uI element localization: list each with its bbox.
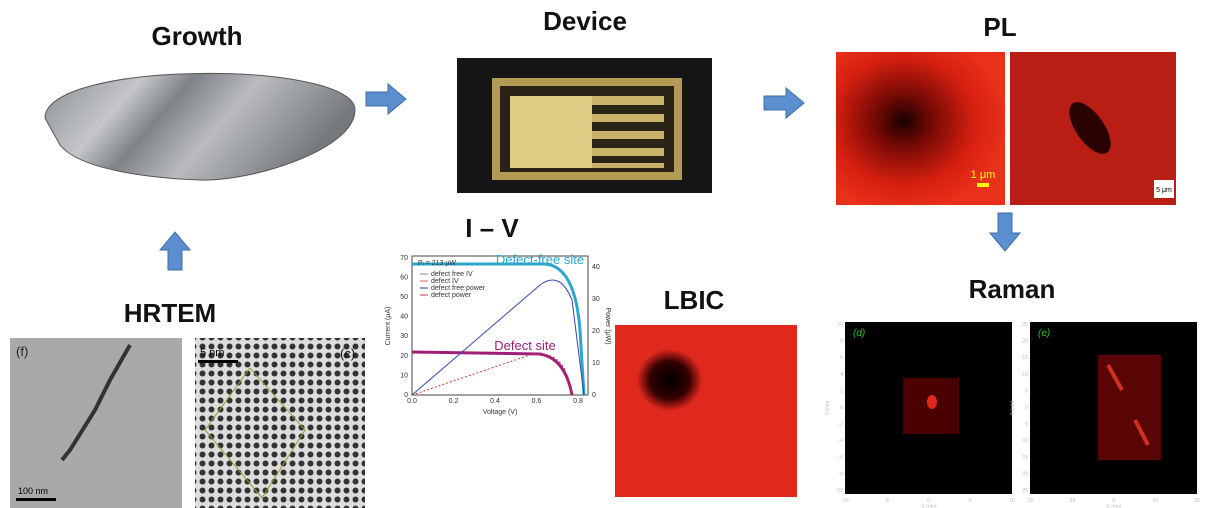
x-tick-label: 20 [1194, 498, 1200, 504]
y-tick-label: 15 [1022, 455, 1028, 461]
x-tick-label: 0.4 [490, 398, 500, 405]
annotation: Defect site [494, 338, 555, 353]
panel-label: (f) [16, 344, 28, 359]
x-tick-label: 0.8 [573, 398, 583, 405]
y-tick-label: -20 [1021, 339, 1028, 345]
x-tick-label: -10 [841, 498, 848, 504]
x-tick-label: -5 [885, 498, 890, 504]
section-title: LBIC [664, 285, 725, 315]
y-tick-label: 20 [1022, 471, 1028, 477]
y-tick-label: 60 [400, 274, 408, 281]
scale-bar [198, 360, 238, 363]
wafer [45, 73, 355, 180]
y-tick-label: -2 [839, 422, 844, 428]
tem-image [10, 338, 182, 508]
y-tick-label: 50 [400, 294, 408, 301]
x-axis-label: X (nm) [1107, 504, 1122, 508]
x-tick-label: 10 [1152, 498, 1158, 504]
panel-label: (c) [340, 346, 355, 361]
power-note: Pᵢ = 213 μW [418, 260, 456, 267]
scale-bar [977, 183, 989, 187]
y-tick-label: -10 [836, 488, 843, 494]
scale-label: 5 μm [1156, 187, 1172, 194]
legend-entry: defect power [431, 292, 472, 299]
y-tick-label: 70 [400, 255, 408, 262]
y2-tick-label: 40 [592, 264, 600, 271]
y-tick-label: 8 [840, 339, 843, 345]
scale-label: 5 nm [200, 347, 224, 359]
y-tick-label: -10 [1021, 372, 1028, 378]
y-tick-label: 4 [840, 372, 843, 378]
legend-entry: defect free power [431, 285, 486, 292]
y-tick-label: 10 [400, 372, 408, 379]
section-title: PL [983, 12, 1016, 42]
x-tick-label: 5 [969, 498, 972, 504]
x-tick-label: -20 [1026, 498, 1033, 504]
y-axis-label: Current (μA) [385, 307, 392, 346]
tem-image [195, 338, 365, 508]
annotation: Defect-free site [496, 252, 584, 267]
device-pad [510, 96, 592, 168]
x-tick-label: 0.6 [532, 398, 542, 405]
y2-tick-label: 10 [592, 360, 600, 367]
x-axis-label: Voltage (V) [483, 409, 518, 416]
legend-entry: defect free IV [431, 271, 473, 278]
y-tick-label: 6 [840, 355, 843, 361]
y-axis-label: Y (nm) [825, 400, 831, 415]
x-tick-label: 0.2 [449, 398, 459, 405]
panel-label: (e) [1038, 328, 1050, 339]
y-tick-label: 10 [837, 322, 843, 328]
x-tick-label: 0.0 [407, 398, 417, 405]
y-tick-label: -6 [839, 455, 844, 461]
y-tick-label: 5 [1025, 422, 1028, 428]
y2-axis-label: Power (μW) [604, 307, 611, 344]
raman-spot [927, 395, 937, 409]
y2-tick-label: 30 [592, 296, 600, 303]
scale-bar [16, 498, 56, 501]
y-tick-label: 20 [400, 353, 408, 360]
y-axis-label: Y (nm) [1010, 400, 1016, 415]
y-tick-label: -4 [839, 438, 844, 444]
panel-label: (d) [853, 328, 865, 339]
arrow [160, 232, 190, 270]
y-tick-label: -15 [1021, 355, 1028, 361]
y-tick-label: -8 [839, 471, 844, 477]
y-tick-label: 0 [840, 405, 843, 411]
pl-map [836, 52, 1005, 205]
y-tick-label: -5 [1024, 388, 1029, 394]
lbic-defect [615, 325, 797, 497]
x-tick-label: -10 [1068, 498, 1075, 504]
arrow [366, 84, 406, 114]
raman-region [1098, 355, 1161, 460]
scale-label: 1 μm [971, 169, 996, 181]
legend-entry: defect IV [431, 278, 459, 285]
y2-tick-label: 0 [592, 392, 596, 399]
y-tick-label: 25 [1022, 488, 1028, 494]
x-axis-label: X (nm) [922, 504, 937, 508]
y-tick-label: 30 [400, 333, 408, 340]
section-title: HRTEM [124, 298, 216, 328]
y-tick-label: 10 [1022, 438, 1028, 444]
figure: Growth Device PL 1 μm 5 μm Raman (d) -10 -… [0, 0, 1210, 508]
arrow [990, 213, 1020, 251]
y-tick-label: 0 [1025, 405, 1028, 411]
y2-tick-label: 20 [592, 328, 600, 335]
y-tick-label: 0 [404, 392, 408, 399]
section-title: I – V [465, 213, 519, 243]
y-tick-label: 40 [400, 314, 408, 321]
section-title: Raman [969, 274, 1056, 304]
y-tick-label: 2 [840, 388, 843, 394]
x-tick-label: 10 [1009, 498, 1015, 504]
scale-label: 100 nm [18, 486, 48, 496]
section-title: Growth [152, 21, 243, 51]
arrow [764, 88, 804, 118]
section-title: Device [543, 6, 627, 36]
y-tick-label: -25 [1021, 322, 1028, 328]
